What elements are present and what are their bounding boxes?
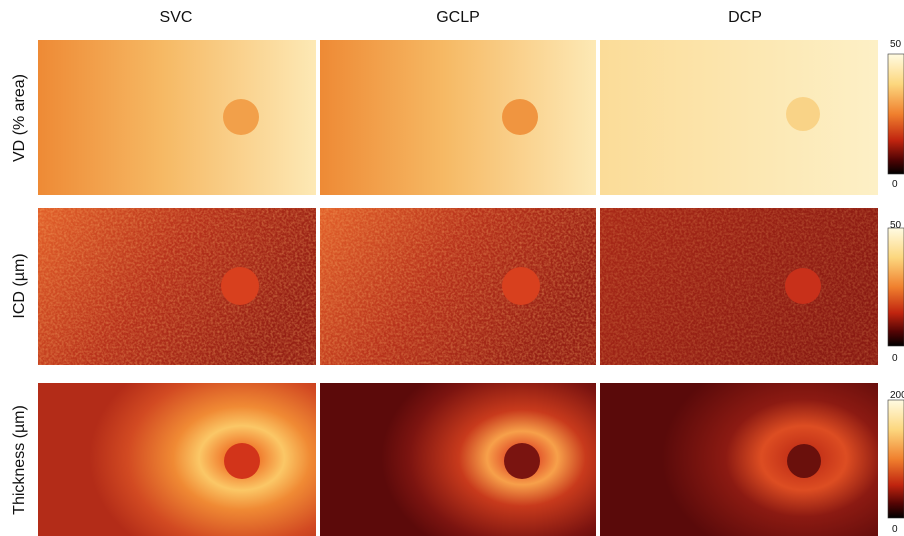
- column-title: DCP: [728, 9, 762, 26]
- fovea: [224, 443, 260, 479]
- map: [38, 383, 316, 536]
- fovea: [787, 444, 821, 478]
- row-title: Thickness (µm): [11, 405, 28, 515]
- map: [38, 40, 316, 195]
- column-title: SVC: [160, 9, 193, 26]
- fovea: [223, 99, 259, 135]
- fovea: [785, 268, 821, 304]
- colorbar: [888, 400, 904, 518]
- map: [320, 383, 596, 536]
- colorbars: 50 0 50 0 200 0: [888, 39, 904, 535]
- column-title: GCLP: [436, 9, 480, 26]
- colorbar: [888, 54, 904, 174]
- colorbar-max: 50: [890, 39, 902, 50]
- texture: [38, 208, 316, 365]
- texture: [320, 208, 596, 365]
- colorbar-min: 0: [892, 353, 898, 364]
- colorbar-min: 0: [892, 524, 898, 535]
- figure: SVC GCLP DCP VD (% area) ICD (µm) Thickn…: [0, 0, 904, 536]
- row-title: VD (% area): [11, 74, 28, 162]
- fovea: [502, 267, 540, 305]
- texture: [600, 208, 878, 365]
- row-title: ICD (µm): [11, 253, 28, 318]
- thickness-maps: [38, 383, 878, 536]
- fovea: [502, 99, 538, 135]
- colorbar-max: 50: [890, 220, 902, 231]
- vd-maps: [38, 40, 878, 195]
- icd-maps: [38, 208, 878, 365]
- map: [600, 383, 878, 536]
- colorbar: [888, 228, 904, 346]
- colorbar-min: 0: [892, 179, 898, 190]
- map: [320, 40, 596, 195]
- fovea: [786, 97, 820, 131]
- fovea: [504, 443, 540, 479]
- map: [600, 40, 878, 195]
- fovea: [221, 267, 259, 305]
- colorbar-max: 200: [890, 390, 904, 401]
